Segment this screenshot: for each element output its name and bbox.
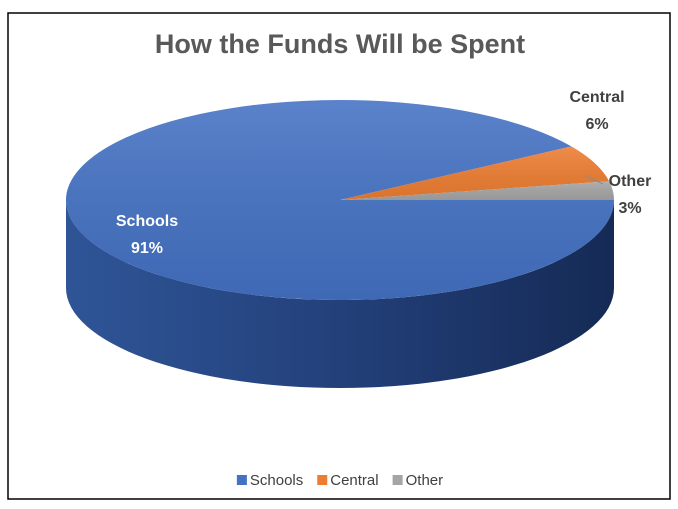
legend-swatch <box>317 475 328 485</box>
leader-line <box>585 175 604 185</box>
data-label-name: Other <box>609 173 652 190</box>
slice-shade <box>65 100 615 301</box>
legend-label: Central <box>330 472 378 489</box>
legend-swatch <box>236 475 247 485</box>
legend-label: Other <box>406 472 444 489</box>
legend-swatch <box>392 475 403 485</box>
slice-side <box>66 200 614 388</box>
data-label-value: 6% <box>585 116 608 133</box>
slice-shade <box>340 181 614 200</box>
data-label-name: Central <box>569 89 624 106</box>
legend: Schools Central Other <box>236 472 444 489</box>
data-label-value: 3% <box>618 200 641 217</box>
data-label-value: 91% <box>131 240 163 257</box>
legend-label: Schools <box>250 472 303 489</box>
slice-shade <box>340 146 610 200</box>
data-label-name: Schools <box>116 213 178 230</box>
chart-title: How the Funds Will be Spent <box>155 29 525 59</box>
